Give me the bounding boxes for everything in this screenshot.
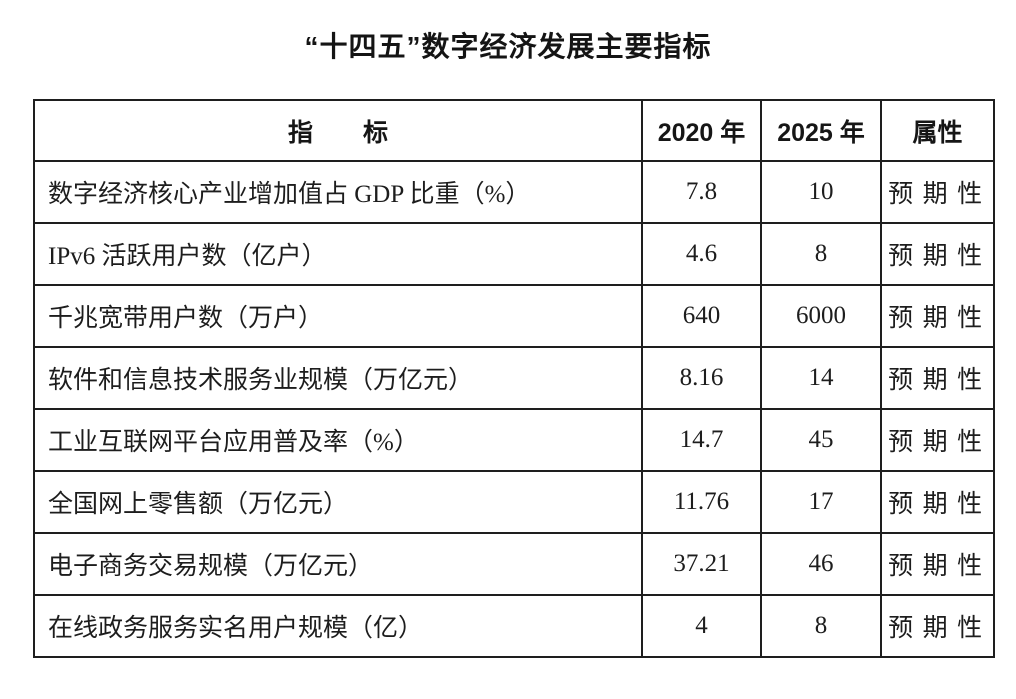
header-indicator: 指 标 [33, 99, 643, 162]
cell-attribute: 预期性 [880, 284, 995, 348]
table-row: 在线政务服务实名用户规模（亿） 4 8 预期性 [33, 594, 995, 658]
cell-indicator: 数字经济核心产业增加值占 GDP 比重（%） [33, 160, 643, 224]
cell-attribute: 预期性 [880, 532, 995, 596]
cell-2025: 14 [760, 346, 882, 410]
cell-2020: 7.8 [641, 160, 762, 224]
table-row: 数字经济核心产业增加值占 GDP 比重（%） 7.8 10 预期性 [33, 160, 995, 224]
cell-2020: 14.7 [641, 408, 762, 472]
cell-attribute: 预期性 [880, 470, 995, 534]
table-row: IPv6 活跃用户数（亿户） 4.6 8 预期性 [33, 222, 995, 286]
cell-attribute: 预期性 [880, 594, 995, 658]
indicators-table: 指 标 2020 年 2025 年 属性 数字经济核心产业增加值占 GDP 比重… [33, 99, 995, 658]
cell-indicator: 电子商务交易规模（万亿元） [33, 532, 643, 596]
cell-2025: 8 [760, 594, 882, 658]
cell-indicator: 全国网上零售额（万亿元） [33, 470, 643, 534]
header-attribute: 属性 [880, 99, 995, 162]
table-row: 电子商务交易规模（万亿元） 37.21 46 预期性 [33, 532, 995, 596]
cell-2020: 37.21 [641, 532, 762, 596]
cell-2020: 11.76 [641, 470, 762, 534]
cell-2025: 45 [760, 408, 882, 472]
cell-2025: 6000 [760, 284, 882, 348]
table-row: 千兆宽带用户数（万户） 640 6000 预期性 [33, 284, 995, 348]
cell-indicator: 在线政务服务实名用户规模（亿） [33, 594, 643, 658]
cell-2025: 17 [760, 470, 882, 534]
cell-2020: 4 [641, 594, 762, 658]
cell-attribute: 预期性 [880, 346, 995, 410]
cell-indicator: IPv6 活跃用户数（亿户） [33, 222, 643, 286]
cell-indicator: 千兆宽带用户数（万户） [33, 284, 643, 348]
cell-2020: 8.16 [641, 346, 762, 410]
cell-indicator: 软件和信息技术服务业规模（万亿元） [33, 346, 643, 410]
table-row: 全国网上零售额（万亿元） 11.76 17 预期性 [33, 470, 995, 534]
header-2020: 2020 年 [641, 99, 762, 162]
cell-2025: 10 [760, 160, 882, 224]
cell-attribute: 预期性 [880, 222, 995, 286]
header-2025: 2025 年 [760, 99, 882, 162]
cell-2025: 46 [760, 532, 882, 596]
table-header-row: 指 标 2020 年 2025 年 属性 [33, 99, 995, 162]
page-title: “十四五”数字经济发展主要指标 [304, 31, 712, 62]
cell-2020: 640 [641, 284, 762, 348]
cell-2020: 4.6 [641, 222, 762, 286]
table-row: 工业互联网平台应用普及率（%） 14.7 45 预期性 [33, 408, 995, 472]
cell-attribute: 预期性 [880, 160, 995, 224]
table-row: 软件和信息技术服务业规模（万亿元） 8.16 14 预期性 [33, 346, 995, 410]
cell-2025: 8 [760, 222, 882, 286]
cell-attribute: 预期性 [880, 408, 995, 472]
cell-indicator: 工业互联网平台应用普及率（%） [33, 408, 643, 472]
